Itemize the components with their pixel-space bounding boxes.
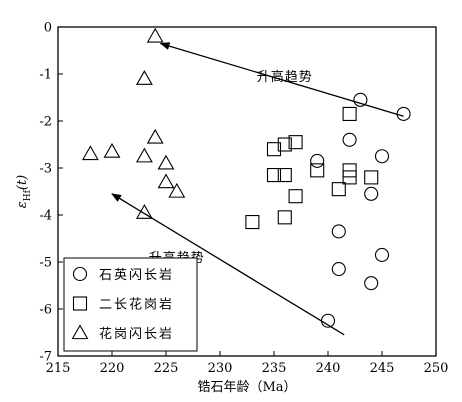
- square-point: [277, 137, 292, 152]
- legend-label: 花岗闪长岩: [99, 326, 174, 342]
- y-tick-label: -3: [39, 162, 52, 177]
- square-point: [342, 170, 357, 185]
- triangle-point: [157, 154, 175, 170]
- square-point: [364, 170, 379, 185]
- data-points: [81, 27, 411, 328]
- circle-point: [353, 92, 368, 107]
- circle-point: [320, 313, 336, 328]
- square-point: [288, 189, 303, 204]
- circle-point: [374, 247, 390, 262]
- y-tick-label: -4: [39, 209, 52, 224]
- triangle-point: [135, 70, 153, 85]
- legend-label: 石英闪长岩: [99, 268, 174, 283]
- x-tick-label: 220: [100, 361, 125, 376]
- circle-point: [331, 261, 346, 277]
- y-tick-label: -1: [39, 68, 52, 83]
- triangle-point: [157, 173, 175, 189]
- square-point: [310, 163, 325, 178]
- triangle-point: [81, 145, 99, 161]
- x-axis-ticks: 215 220 225 230 235 240 245 250: [46, 351, 449, 376]
- series-circle: [310, 92, 411, 328]
- square-point: [266, 168, 282, 183]
- series-square: [245, 106, 379, 230]
- circle-point: [342, 132, 357, 147]
- circle-point: [374, 149, 390, 164]
- triangle-point: [146, 27, 164, 43]
- y-axis-ticks: 0 -1 -2 -3 -4 -5 -6 -7: [39, 21, 63, 365]
- square-point: [245, 215, 260, 230]
- square-point: [288, 135, 303, 150]
- square-point: [277, 168, 292, 183]
- circle-point: [310, 153, 325, 168]
- circle-point: [364, 186, 379, 201]
- circle-point: [396, 106, 411, 121]
- y-tick-label: -5: [39, 256, 52, 271]
- trend-arrow: [159, 42, 404, 117]
- square-point: [277, 210, 292, 225]
- series-triangle: [81, 27, 186, 219]
- y-tick-label: 0: [44, 21, 52, 36]
- x-tick-label: 225: [154, 361, 179, 376]
- triangle-point: [103, 142, 121, 158]
- x-tick-label: 250: [424, 361, 449, 376]
- x-axis-label: 锆石年龄（Ma）: [197, 380, 296, 395]
- x-tick-label: 245: [370, 361, 395, 376]
- trend-arrow: [111, 193, 345, 336]
- circle-point: [364, 276, 379, 291]
- plot-area-border: [57, 26, 437, 357]
- square-point: [266, 142, 282, 157]
- triangle-point: [135, 147, 153, 163]
- legend-label: 二长花岗岩: [99, 297, 174, 313]
- y-tick-label: -7: [39, 350, 52, 365]
- x-tick-label: 235: [262, 361, 287, 376]
- x-tick-label: 240: [316, 361, 341, 376]
- square-point: [331, 182, 346, 197]
- x-tick-label: 215: [46, 361, 71, 376]
- trend-label: 升高趋势: [257, 69, 313, 85]
- x-tick-label: 230: [208, 361, 233, 376]
- plot-frame: [57, 26, 437, 357]
- legend-triangle-symbol: [71, 324, 89, 340]
- y-axis-label-group: εHf(t): [15, 175, 33, 209]
- y-tick-label: -2: [39, 115, 52, 130]
- y-axis-label: εHf(t): [15, 175, 33, 209]
- legend-square-symbol: [72, 296, 88, 311]
- circle-point: [331, 224, 346, 239]
- legend-circle-symbol: [72, 266, 88, 282]
- square-point: [342, 106, 357, 121]
- triangle-point: [146, 128, 164, 144]
- y-tick-label: -6: [39, 303, 52, 318]
- triangle-point: [135, 204, 153, 219]
- triangle-point: [168, 182, 186, 198]
